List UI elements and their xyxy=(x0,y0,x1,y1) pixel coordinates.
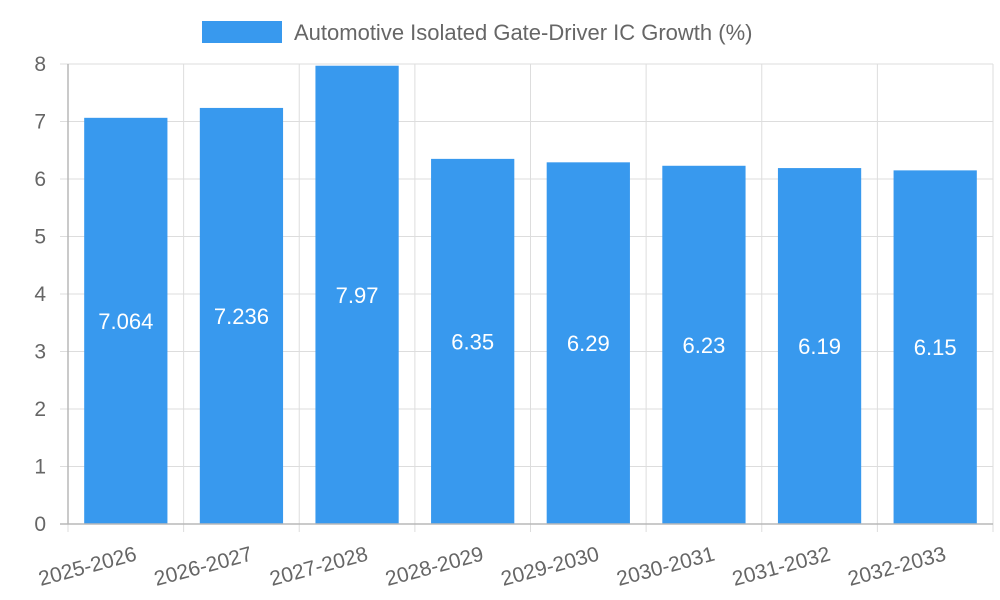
y-tick-label: 7 xyxy=(34,111,46,134)
y-tick-label: 5 xyxy=(34,226,46,249)
bar-data-label: 6.15 xyxy=(914,335,957,360)
x-tick-label: 2027-2028 xyxy=(267,543,370,591)
legend[interactable]: Automotive Isolated Gate-Driver IC Growt… xyxy=(202,20,752,45)
bar[interactable] xyxy=(893,170,977,524)
legend-label: Automotive Isolated Gate-Driver IC Growt… xyxy=(294,20,752,45)
bar-data-label: 6.35 xyxy=(451,329,494,354)
bar[interactable] xyxy=(84,117,168,524)
bar[interactable] xyxy=(546,162,630,524)
y-tick-label: 6 xyxy=(34,168,46,191)
bar-data-label: 7.236 xyxy=(214,304,269,329)
x-tick-label: 2029-2030 xyxy=(499,543,602,591)
bars: 7.064 7.236 7.97 6.35 6.29 6.23 6.19 6.15 xyxy=(84,65,977,525)
x-tick-label: 2032-2033 xyxy=(846,543,949,591)
y-tick-label: 4 xyxy=(34,283,46,306)
bar[interactable] xyxy=(315,65,399,524)
bar[interactable] xyxy=(431,158,515,524)
bar-data-label: 7.064 xyxy=(98,309,153,334)
y-tick-label: 8 xyxy=(34,53,46,76)
y-tick-label: 3 xyxy=(34,341,46,364)
x-tick-label: 2026-2027 xyxy=(152,543,255,591)
bar-data-label: 6.23 xyxy=(683,333,726,358)
bar[interactable] xyxy=(777,168,862,524)
bar-data-label: 7.97 xyxy=(336,283,379,308)
bar[interactable] xyxy=(199,107,284,525)
x-tick-label: 2030-2031 xyxy=(614,543,717,591)
bar[interactable] xyxy=(662,165,746,524)
y-tick-label: 2 xyxy=(34,398,46,421)
legend-swatch xyxy=(202,21,282,43)
bar-data-label: 6.29 xyxy=(567,331,610,356)
y-tick-label: 0 xyxy=(34,513,46,536)
bar-data-label: 6.19 xyxy=(798,334,841,359)
x-tick-label: 2031-2032 xyxy=(730,543,833,591)
x-tick-label: 2028-2029 xyxy=(383,543,486,591)
y-tick-label: 1 xyxy=(34,456,46,479)
x-tick-label: 2025-2026 xyxy=(36,543,139,591)
